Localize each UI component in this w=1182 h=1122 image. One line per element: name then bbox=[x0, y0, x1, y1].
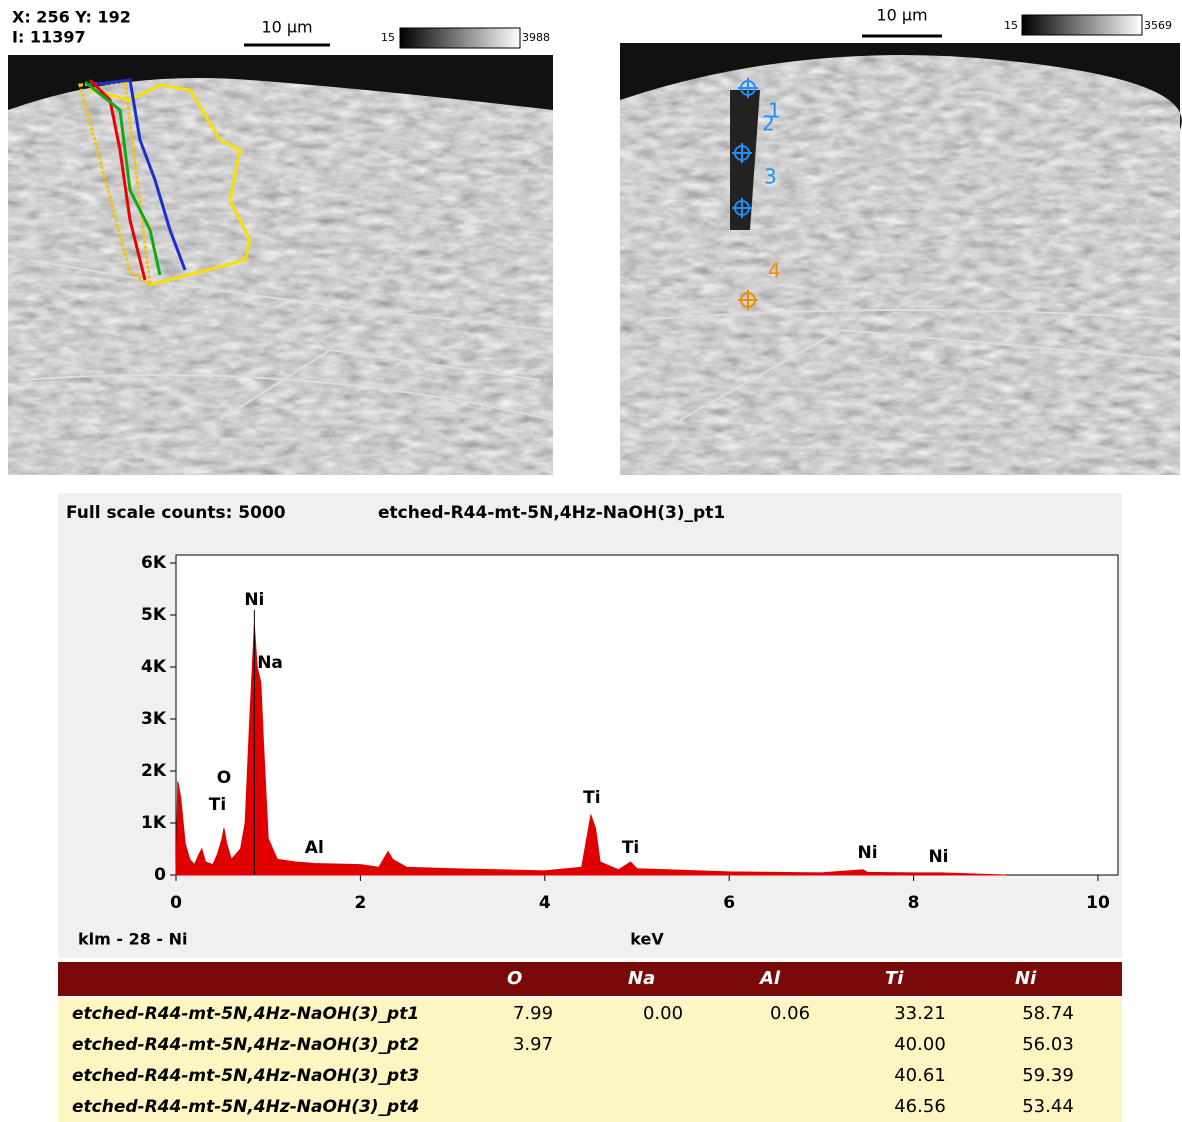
subtitle: Full scale counts: 5000 bbox=[66, 503, 286, 523]
y-tick-label: 3K bbox=[141, 709, 167, 729]
point-cross bbox=[738, 290, 758, 310]
range-min: 15 bbox=[381, 31, 395, 44]
y-tick-label: 0 bbox=[154, 865, 166, 885]
y-tick-label: 4K bbox=[141, 657, 167, 677]
right-sem-panel: 10 µm 15 3569 bbox=[620, 6, 1182, 475]
x-tick-label: 0 bbox=[170, 893, 182, 913]
x-tick-label: 4 bbox=[539, 893, 551, 913]
y-tick-label: 2K bbox=[141, 761, 167, 781]
cell: 0.06 bbox=[770, 1003, 810, 1024]
cell: 53.44 bbox=[1022, 1096, 1074, 1117]
cell: 59.39 bbox=[1022, 1065, 1074, 1086]
plot-area bbox=[175, 554, 1119, 876]
peak-label: Na bbox=[257, 653, 283, 673]
dark-region bbox=[620, 43, 1182, 130]
linescan-na bbox=[84, 80, 162, 276]
y-tick-label: 5K bbox=[141, 605, 167, 625]
scale-bar-label: 10 µm bbox=[876, 6, 927, 25]
linescan-ti bbox=[89, 83, 252, 287]
range-max: 3569 bbox=[1144, 19, 1172, 32]
x-axis-label: keV bbox=[630, 930, 664, 949]
cell: 58.74 bbox=[1022, 1003, 1074, 1024]
peak-label: Ti bbox=[209, 795, 226, 815]
y-tick-label: 6K bbox=[141, 553, 167, 573]
point-cross bbox=[732, 198, 752, 218]
range-min: 15 bbox=[1004, 19, 1018, 32]
intensity: I: 11397 bbox=[12, 28, 86, 47]
table-header: Na bbox=[628, 968, 655, 989]
x-tick-label: 8 bbox=[908, 893, 920, 913]
point-cross bbox=[732, 143, 752, 163]
spectrum bbox=[175, 625, 1006, 876]
range-max: 3988 bbox=[522, 31, 550, 44]
cell: 40.00 bbox=[894, 1034, 946, 1055]
linescan-o bbox=[88, 78, 147, 281]
footer: klm - 28 - Ni bbox=[78, 930, 188, 949]
cracks bbox=[19, 259, 554, 421]
cell: 33.21 bbox=[894, 1003, 946, 1024]
row-name: etched-R44-mt-5N,4Hz-NaOH(3)_pt1 bbox=[72, 1004, 419, 1024]
cell: 0.00 bbox=[643, 1003, 683, 1024]
table-body-bg bbox=[58, 998, 1122, 1122]
linescan-ni bbox=[89, 78, 187, 271]
point-cross bbox=[738, 78, 758, 98]
table-header-bg bbox=[58, 962, 1122, 996]
table-header: O bbox=[507, 968, 522, 989]
table-header: Al bbox=[758, 968, 781, 989]
peak-label: Ni bbox=[928, 847, 948, 867]
cell: 7.99 bbox=[513, 1003, 553, 1024]
table-header: Ni bbox=[1015, 968, 1037, 989]
sem-image bbox=[8, 55, 553, 475]
gray-scale bbox=[1021, 14, 1143, 36]
coords: X: 256 Y: 192 bbox=[12, 8, 131, 27]
row-name: etched-R44-mt-5N,4Hz-NaOH(3)_pt2 bbox=[72, 1035, 419, 1055]
point-label: 2 bbox=[762, 112, 775, 136]
peak-label: Ni bbox=[857, 843, 877, 863]
point-label: 4 bbox=[768, 259, 781, 283]
peak-label: Ti bbox=[583, 788, 600, 808]
y-tick-label: 1K bbox=[141, 813, 167, 833]
x-tick-label: 10 bbox=[1086, 893, 1110, 913]
cracks bbox=[639, 309, 1181, 421]
row-name: etched-R44-mt-5N,4Hz-NaOH(3)_pt4 bbox=[72, 1097, 419, 1117]
x-tick-label: 2 bbox=[354, 893, 366, 913]
peak-label: Al bbox=[305, 838, 324, 858]
gray-scale bbox=[399, 27, 521, 49]
peak-label: Ti bbox=[622, 838, 639, 858]
peak-label: Ni bbox=[244, 590, 264, 610]
title: etched-R44-mt-5N,4Hz-NaOH(3)_pt1 bbox=[378, 503, 725, 523]
x-tick-label: 6 bbox=[723, 893, 735, 913]
cell: 56.03 bbox=[1022, 1034, 1074, 1055]
row-name: etched-R44-mt-5N,4Hz-NaOH(3)_pt3 bbox=[72, 1066, 419, 1086]
table-header: Ti bbox=[885, 968, 904, 989]
peak-label: O bbox=[217, 768, 231, 788]
scale-bar-label: 10 µm bbox=[261, 18, 312, 37]
cell: 40.61 bbox=[894, 1065, 946, 1086]
point-label: 1 bbox=[768, 99, 781, 123]
dark-region bbox=[8, 55, 553, 110]
table: O Na Al Ti Ni etched-R44-mt-5N,4Hz-NaOH(3)_pt… bbox=[58, 962, 1122, 1122]
left-sem-panel: X: 256 Y: 192 I: 11397 10 µm 15 3988 bbox=[8, 8, 554, 475]
sem-image bbox=[620, 43, 1180, 475]
cell: 46.56 bbox=[894, 1096, 946, 1117]
point-label: 3 bbox=[764, 165, 777, 189]
cell: 3.97 bbox=[513, 1034, 553, 1055]
